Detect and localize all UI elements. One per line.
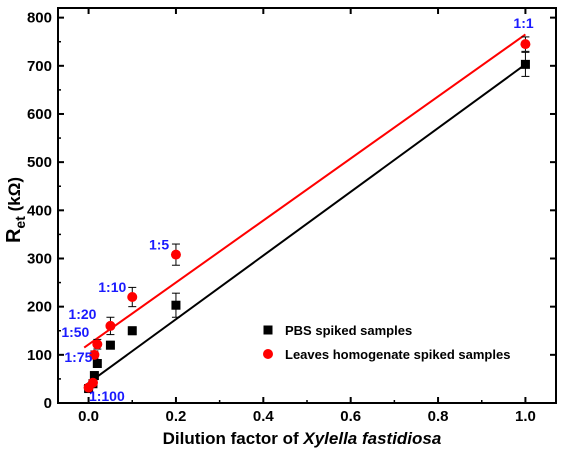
fit-lines bbox=[83, 33, 527, 387]
leaves-point bbox=[520, 39, 531, 50]
pbs-point bbox=[92, 359, 102, 368]
legend-label: Leaves homogenate spiked samples bbox=[285, 347, 510, 362]
y-tick-label: 500 bbox=[27, 154, 52, 171]
x-axis-title: Dilution factor of Xylella fastidiosa bbox=[163, 429, 442, 448]
y-tick-label: 700 bbox=[27, 58, 52, 75]
x-axis-title-prefix: Dilution factor of bbox=[163, 429, 304, 448]
y-axis-title-unit: (kΩ) bbox=[5, 177, 24, 216]
pbs-point bbox=[105, 340, 115, 350]
x-tick-label: 1.0 bbox=[515, 408, 536, 425]
pbs-point bbox=[127, 326, 137, 336]
legend-label: PBS spiked samples bbox=[285, 323, 412, 338]
annotations: 1:1 1:5 1:101:20 1:50 1:75 1:100 bbox=[61, 15, 534, 404]
legend-marker-pbs bbox=[263, 325, 273, 335]
dilution-annotation: 1:1 bbox=[513, 15, 533, 31]
y-axis-title: Ret (kΩ) bbox=[3, 177, 28, 243]
dilution-annotation: 1:75 bbox=[64, 349, 92, 365]
fit-line bbox=[83, 33, 526, 349]
pbs-point bbox=[171, 300, 181, 310]
leaves-point bbox=[92, 339, 103, 350]
x-tick-label: 0.4 bbox=[253, 408, 275, 425]
y-tick-label: 600 bbox=[27, 106, 52, 123]
x-tick-label: 0.8 bbox=[428, 408, 449, 425]
y-tick-label: 200 bbox=[27, 299, 52, 316]
fit-line bbox=[83, 63, 527, 387]
leaves-point bbox=[105, 320, 116, 331]
dilution-annotation: 1:100 bbox=[89, 388, 125, 404]
y-tick-label: 800 bbox=[27, 10, 52, 27]
pbs-point bbox=[89, 371, 99, 381]
y-axis-title-main: R bbox=[3, 228, 25, 243]
y-tick-label: 400 bbox=[27, 202, 52, 219]
x-axis-title-italic: Xylella fastidiosa bbox=[302, 429, 441, 448]
leaves-point bbox=[89, 349, 100, 360]
y-axis-title-sub: et bbox=[12, 216, 28, 229]
axis-ticks: 0.0 0.2 0.4 0.6 0.8 1.0 0 100 200 300 400 500 600 700… bbox=[27, 8, 556, 425]
plot-frame bbox=[57, 7, 557, 404]
pbs-point bbox=[520, 59, 530, 69]
y-tick-label: 100 bbox=[27, 347, 52, 364]
legend-marker-leaves bbox=[263, 349, 273, 359]
x-tick-label: 0.2 bbox=[166, 408, 187, 425]
leaves-point bbox=[127, 292, 138, 303]
leaves-point bbox=[170, 249, 181, 260]
dilution-annotation: 1:20 bbox=[68, 306, 96, 322]
x-tick-label: 0.6 bbox=[340, 408, 361, 425]
y-tick-label: 300 bbox=[27, 250, 52, 267]
dilution-annotation: 1:5 bbox=[149, 237, 169, 253]
y-tick-label: 0 bbox=[44, 395, 52, 412]
legend: PBS spiked samples Leaves homogenate spik… bbox=[263, 323, 510, 362]
dilution-annotation: 1:50 bbox=[61, 324, 89, 340]
dilution-annotation: 1:10 bbox=[98, 279, 126, 295]
x-tick-label: 0.0 bbox=[78, 408, 99, 425]
leaves-point bbox=[87, 377, 98, 388]
plot-border bbox=[57, 7, 557, 404]
data-points bbox=[83, 36, 531, 394]
